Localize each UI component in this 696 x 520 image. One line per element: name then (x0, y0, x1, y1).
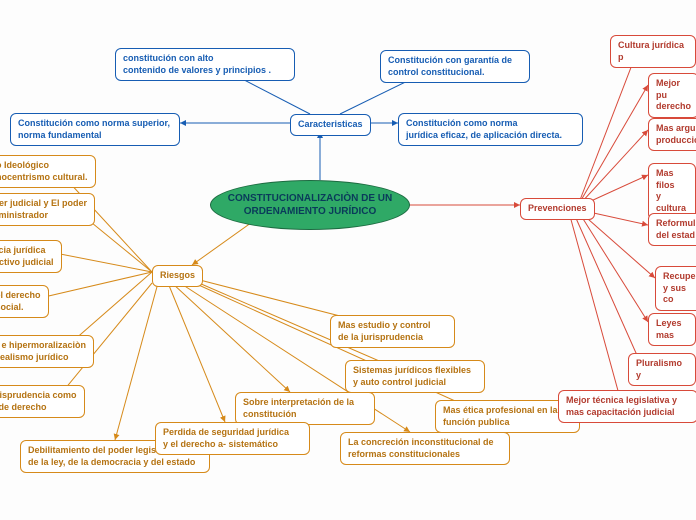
ri-2: encia jurídicaductivo judicial (0, 240, 62, 273)
pr-7: Pluralismo y (628, 353, 696, 386)
pr-6: Leyes mas (648, 313, 696, 346)
ri-6: jurisprudencia comote de derecho (0, 385, 85, 418)
riesgos-hub: Riesgos (152, 265, 203, 287)
ri-4: ón e hipermoralizaciònerrealismo jurídic… (0, 335, 94, 368)
ri-0: mo Ideológicoetnocentrismo cultural. (0, 155, 96, 188)
pr-0: Cultura jurídica p (610, 35, 696, 68)
pr-1: Mejor puderecho (648, 73, 696, 118)
pr-3: Mas filosy cultura (648, 163, 696, 220)
car-item-3: Constitución como normajurídica eficaz, … (398, 113, 583, 146)
ri-1: oder judicial y El poderadministrador (0, 193, 95, 226)
ri-10: Mas estudio y controlde la jurisprudenci… (330, 315, 455, 348)
ri-3: e el derechoa social. (0, 285, 49, 318)
ri-9: La concreción inconstitucional dereforma… (340, 432, 510, 465)
ri-8: Perdida de seguridad jurídicay el derech… (155, 422, 310, 455)
pr-5: Recupey sus co (655, 266, 696, 311)
ri-5: Sobre interpretación de laconstitución (235, 392, 375, 425)
prevenciones-hub: Prevenciones (520, 198, 595, 220)
caracteristicas-hub: Caracteristicas (290, 114, 371, 136)
ri-11: Sistemas jurídicos flexiblesy auto contr… (345, 360, 485, 393)
center-node: CONSTITUCIONALIZACIÒN DE UN ORDENAMIENTO… (210, 180, 410, 230)
car-item-2: Constitución como norma superior,norma f… (10, 113, 180, 146)
pr-2: Mas arguproduccio (648, 118, 696, 151)
car-item-1: Constitución con garantía decontrol cons… (380, 50, 530, 83)
pr-8: Mejor técnica legislativa ymas capacitac… (558, 390, 696, 423)
pr-4: Reformuldel estad (648, 213, 696, 246)
car-item-0: constitución con altocontenido de valore… (115, 48, 295, 81)
